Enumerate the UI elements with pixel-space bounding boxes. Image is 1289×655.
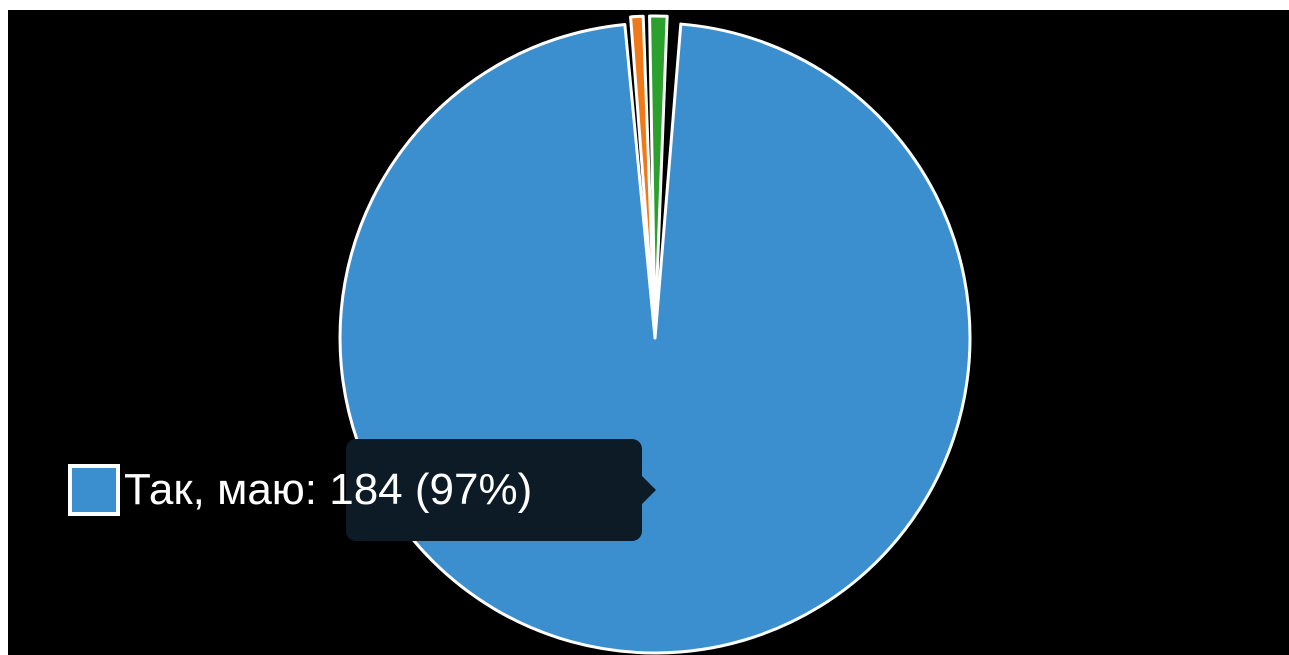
pie-chart: [338, 14, 972, 655]
pie-slice-3[interactable]: [648, 14, 669, 333]
chart-panel: Так, маю: 184 (97%): [8, 10, 1289, 655]
pie-slice-2[interactable]: [629, 14, 657, 333]
